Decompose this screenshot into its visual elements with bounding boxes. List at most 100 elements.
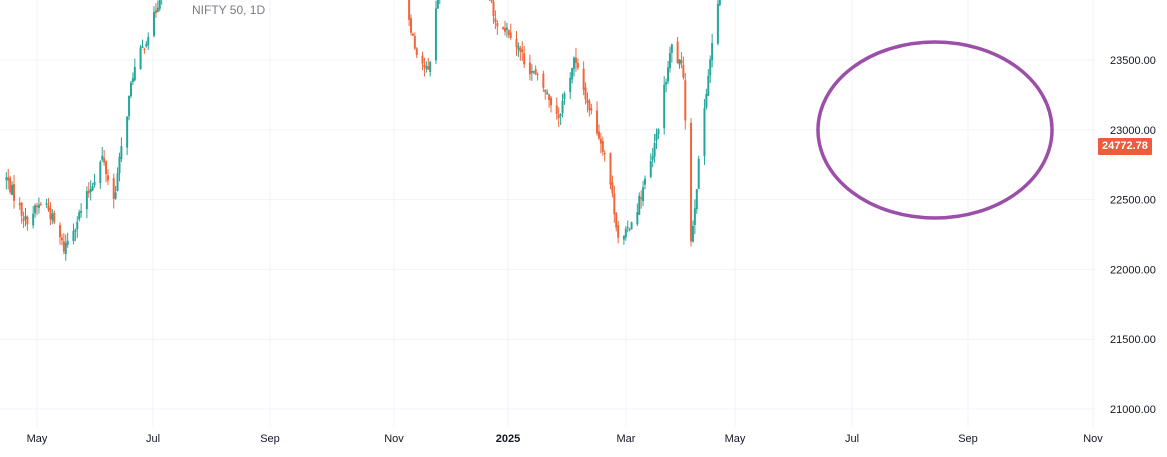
time-tick-label: May	[27, 433, 48, 445]
candle-body	[668, 53, 671, 69]
candle-body	[548, 94, 551, 101]
candle-body	[697, 158, 700, 189]
candle-body	[434, 8, 437, 61]
candle-body	[411, 33, 414, 36]
candle-body	[116, 173, 119, 191]
candle-body	[711, 43, 714, 61]
candle-body	[644, 178, 647, 185]
candle-body	[18, 203, 21, 205]
candle-body	[158, 0, 161, 9]
candle-body	[20, 202, 23, 216]
time-tick-label: Nov	[1083, 433, 1103, 445]
candle-body	[133, 66, 136, 81]
candle-body	[5, 177, 8, 180]
candle-body	[106, 175, 109, 181]
candle-body	[99, 161, 102, 184]
candle-body	[143, 48, 146, 50]
price-axis-panel[interactable]	[1095, 0, 1167, 427]
candle-body	[74, 229, 77, 232]
candle-body	[32, 213, 35, 226]
candle-body	[695, 189, 698, 210]
candle-body	[550, 97, 553, 106]
candle-body	[12, 184, 15, 201]
candle-body	[47, 205, 50, 210]
candle-body	[423, 64, 426, 68]
candle-body	[649, 161, 652, 177]
candle-body	[118, 156, 121, 174]
candle-body	[496, 23, 499, 27]
candle-body	[617, 225, 620, 238]
candle-body	[709, 59, 712, 76]
candle-body	[415, 48, 418, 55]
candle-body	[129, 82, 132, 97]
candle-body	[509, 32, 512, 38]
candle-body	[573, 57, 576, 69]
candle-body	[9, 177, 12, 193]
candle-body	[613, 193, 616, 215]
candle-body	[105, 161, 108, 175]
candle-body	[536, 74, 539, 76]
candle-body	[152, 12, 155, 36]
time-tick-label: Nov	[384, 433, 404, 445]
time-tick-label: Mar	[617, 433, 636, 445]
candle-body	[145, 43, 148, 47]
candle-body	[680, 60, 683, 64]
candle-body	[11, 185, 14, 195]
candle-body	[492, 1, 495, 17]
candle-body	[693, 208, 696, 225]
candle-body	[624, 228, 627, 238]
candle-body	[630, 222, 633, 230]
candle-body	[684, 80, 687, 121]
candle-body	[528, 62, 531, 75]
candle-body	[64, 243, 67, 255]
candle-body	[521, 49, 524, 53]
candle-body	[705, 93, 708, 108]
candle-body	[628, 229, 631, 231]
candle-body	[622, 236, 625, 240]
candle-body	[690, 122, 693, 242]
candle-body	[503, 28, 506, 32]
candle-body	[429, 61, 432, 73]
candle-body	[626, 227, 629, 229]
candle-body	[515, 38, 518, 48]
candle-body	[37, 204, 40, 208]
candle-body	[534, 69, 537, 75]
candle-body	[544, 89, 547, 93]
candle-body	[502, 27, 505, 30]
candle-body	[691, 225, 694, 242]
last-price-badge: 24772.78	[1098, 138, 1152, 155]
candle-body	[62, 241, 65, 252]
candle-body	[80, 210, 83, 213]
candle-body	[718, 0, 721, 6]
time-axis-panel[interactable]	[0, 427, 1095, 457]
candle-body	[505, 27, 508, 30]
candle-body	[703, 108, 706, 157]
candle-body	[26, 216, 29, 225]
candle-body	[408, 0, 411, 20]
candle-body	[112, 178, 115, 199]
candle-body	[574, 57, 577, 63]
candle-body	[78, 212, 81, 220]
candle-body	[557, 114, 560, 119]
price-tick-label: 23500.00	[1110, 55, 1156, 67]
candle-body	[91, 186, 94, 191]
candle-body	[507, 30, 510, 35]
candle-body	[667, 67, 670, 82]
candle-body	[22, 218, 25, 221]
candle-body	[678, 59, 681, 65]
candle-body	[597, 131, 600, 139]
candlestick-series	[5, 0, 721, 261]
candle-body	[53, 212, 56, 223]
candle-body	[682, 64, 685, 78]
candle-body	[640, 197, 643, 200]
candle-body	[559, 114, 562, 116]
highlight-ellipse	[816, 40, 1054, 220]
candle-body	[676, 41, 679, 64]
candle-body	[131, 78, 134, 83]
candle-body	[530, 70, 533, 73]
candle-body	[609, 152, 612, 185]
time-tick-label: May	[725, 433, 746, 445]
candle-body	[663, 84, 666, 129]
candle-body	[523, 53, 526, 65]
